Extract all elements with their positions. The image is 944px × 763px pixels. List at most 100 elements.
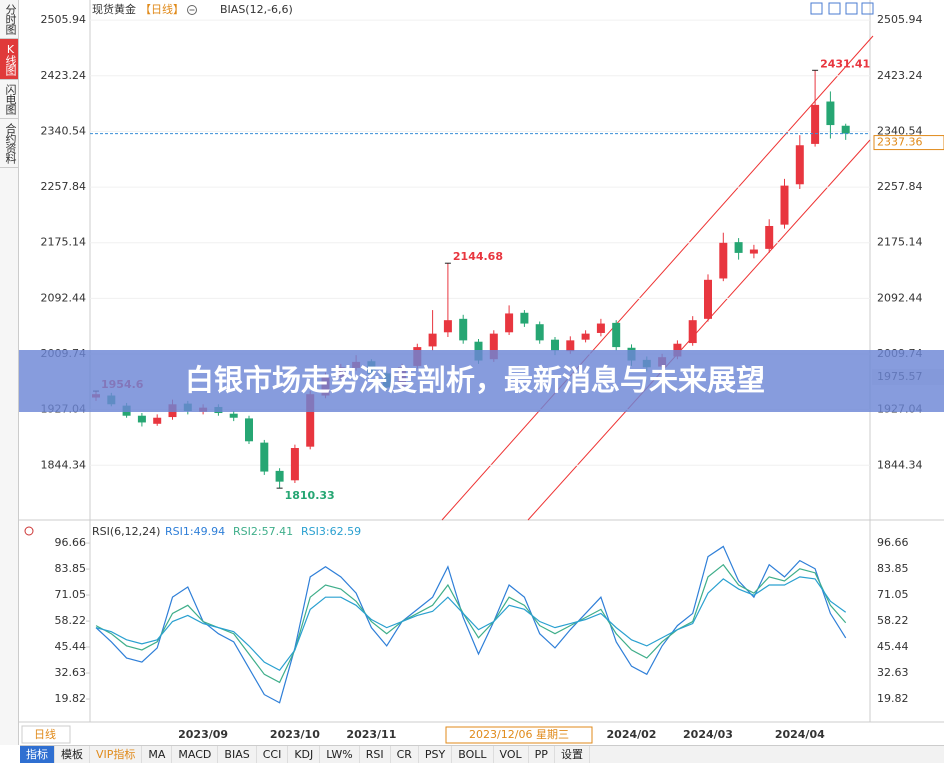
candle-body [765,225,774,249]
indicator-tab[interactable]: PP [529,746,555,763]
overlay-title: 白银市场走势深度剖析，最新消息与未来展望 [185,363,765,397]
y-tick-label: 96.66 [55,536,87,549]
y-tick-label: 2092.44 [877,291,923,304]
side-tab[interactable]: 闪电图 [0,80,18,119]
y-tick-label: 32.63 [55,666,87,679]
y-tick-label: 1844.34 [877,458,923,471]
toolbar-icons [810,2,874,15]
candle-body [811,104,820,144]
indicator-tab[interactable]: 指标 [20,746,55,763]
settings-icon[interactable] [24,526,34,536]
side-tab[interactable]: K线图 [0,39,18,80]
y-tick-label: 2423.24 [877,69,923,82]
indicator-tab[interactable]: BOLL [452,746,494,763]
crosshair-date-box [445,726,593,744]
icon[interactable] [810,2,823,15]
rsi-title: RSI(6,12,24) [92,525,160,538]
y-tick-label: 2257.84 [877,180,923,193]
candle-body [780,185,789,225]
overlay-banner [0,350,944,412]
channel-line [527,139,871,521]
marker-label: 1810.33 [285,489,335,502]
candle-body [137,415,146,423]
x-tick-label: 2024/02 [607,728,657,741]
side-tab[interactable]: 合约资料 [0,119,18,168]
y-tick-label: 45.44 [877,640,909,653]
y-tick-label: 2505.94 [877,13,923,26]
candle-body [520,312,529,324]
candle-body [428,333,437,347]
candle-body [153,417,162,424]
candle-body [795,145,804,185]
indicator-tab[interactable]: 模板 [55,746,90,763]
y-tick-label: 2340.54 [41,124,87,137]
x-tick-label: 2023/11 [346,728,396,741]
indicator-tab[interactable]: MA [142,746,173,763]
x-tick-label: 2024/03 [683,728,733,741]
y-tick-label: 58.22 [877,614,909,627]
candle-body [459,318,468,341]
legend-entry: RSI3:62.59 [301,525,361,538]
indicator-tab[interactable]: CR [391,746,419,763]
period-button[interactable] [21,725,71,744]
y-tick-label: 2257.84 [41,180,87,193]
y-tick-label: 19.82 [877,692,909,705]
candle-body [596,323,605,333]
indicator-tab[interactable]: RSI [360,746,391,763]
y-tick-label: 83.85 [877,562,909,575]
candle-body [260,442,269,472]
icon[interactable] [845,2,858,15]
marker-label: 2431.41 [820,57,870,70]
indicator-tab[interactable]: 设置 [555,746,590,763]
indicator-tab[interactable]: CCI [257,746,289,763]
indicator-tab[interactable]: PSY [419,746,453,763]
last-price-box [873,135,944,151]
y-tick-label: 32.63 [877,666,909,679]
period-button-label: 日线 [34,727,56,741]
candle-body [826,101,835,126]
candle-body [489,333,498,360]
collapse-icon[interactable] [187,5,197,15]
x-tick-label: 2024/04 [775,728,825,741]
indicator-tab[interactable]: VOL [494,746,529,763]
legend-entry: RSI2:57.41 [233,525,293,538]
candle-body [719,242,728,279]
candle-body [566,340,575,352]
candle-body [306,394,315,447]
y-tick-label: 96.66 [877,536,909,549]
indicator-tab[interactable]: VIP指标 [90,746,143,763]
candle-body [612,322,621,348]
y-tick-label: 71.05 [877,588,909,601]
side-tab[interactable]: 分时图 [0,0,18,39]
crosshair-date: 2023/12/06 星期三 [469,728,569,741]
x-tick-label: 2023/10 [270,728,320,741]
candle-body [275,470,284,482]
y-tick-label: 2175.14 [41,236,87,249]
icon[interactable] [861,2,874,15]
icon[interactable] [828,2,841,15]
candle-body [443,320,452,333]
last-price-label: 2337.36 [877,136,923,149]
indicator-tab[interactable]: LW% [320,746,360,763]
rsi-line [95,576,847,672]
channel-line [441,35,874,521]
y-tick-label: 45.44 [55,640,87,653]
indicator-tab[interactable]: KDJ [288,746,321,763]
candle-body [749,249,758,254]
y-tick-label: 2092.44 [41,291,87,304]
y-tick-label: 83.85 [55,562,87,575]
indicator-tab[interactable]: MACD [172,746,219,763]
y-tick-label: 2505.94 [41,13,87,26]
y-tick-label: 19.82 [55,692,87,705]
y-tick-label: 2175.14 [877,236,923,249]
y-tick-label: 2340.54 [877,124,923,137]
candle-body [229,413,238,418]
candle-body [581,333,590,340]
indicator-tab[interactable]: BIAS [218,746,257,763]
candle-body [245,418,253,442]
candle-body [704,279,712,319]
rsi-line [95,545,847,704]
x-tick-label: 2023/09 [178,728,228,741]
